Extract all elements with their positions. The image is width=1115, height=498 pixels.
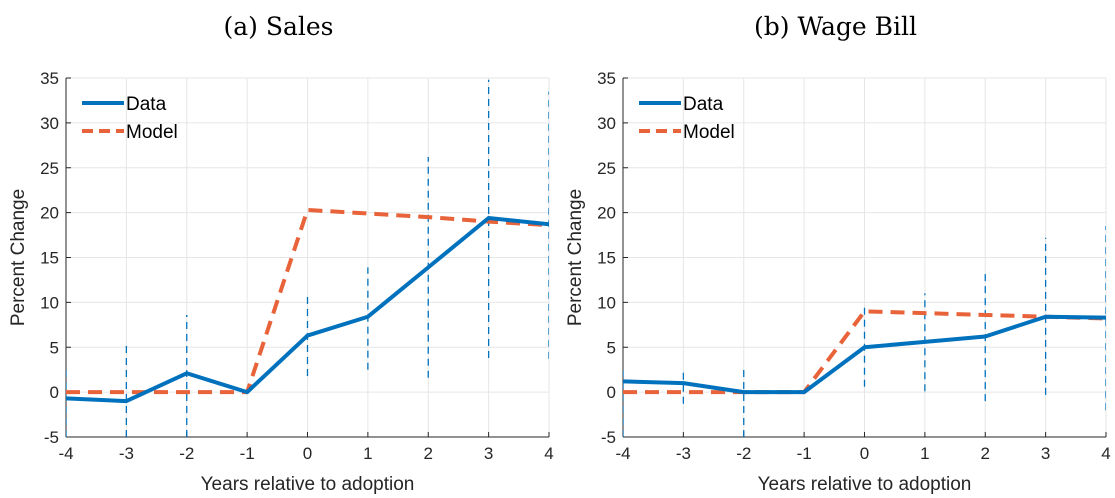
y-tick: 25 (597, 159, 628, 178)
x-tick-label: -3 (119, 444, 134, 463)
x-tick-label: -2 (736, 444, 751, 463)
x-tick-label: -3 (676, 444, 691, 463)
legend-label: Model (126, 122, 178, 143)
series-line-data (623, 314, 1106, 395)
chart-svg: -5 0 5 10 15 20 25 30 35 -4 -3 -2 -1 0 1 2 3 4 Years relat… (565, 69, 1111, 495)
y-tick-label: 30 (40, 114, 59, 133)
y-tick-label: 35 (40, 69, 59, 88)
legend-label: Data (126, 94, 167, 115)
x-tick-label: 3 (484, 444, 493, 463)
y-tick-label: -5 (44, 428, 59, 447)
y-tick: 25 (40, 159, 71, 178)
x-tick-label: 4 (544, 444, 553, 463)
x-tick-label: 3 (1041, 444, 1050, 463)
x-tick: 4 (544, 432, 554, 463)
x-tick-label: -1 (797, 444, 812, 463)
y-tick-label: -5 (601, 428, 616, 447)
y-tick-label: 5 (607, 338, 616, 357)
y-tick-label: 0 (607, 383, 616, 402)
plot-area (623, 226, 1106, 437)
x-tick-label: -4 (58, 444, 73, 463)
y-axis-label: Percent Change (8, 189, 29, 326)
chart-svg: -5 0 5 10 15 20 25 30 35 -4 -3 -2 -1 0 1 2 3 4 Years relat… (8, 69, 554, 495)
series-line-model (66, 207, 549, 395)
y-tick: 35 (40, 69, 71, 88)
y-tick: 10 (40, 293, 71, 312)
y-axis-label: Percent Change (565, 189, 586, 326)
x-tick: -1 (240, 432, 255, 463)
x-tick-label: -1 (240, 444, 255, 463)
legend-label: Data (683, 94, 724, 115)
x-tick: 4 (1101, 432, 1111, 463)
x-tick-label: 2 (981, 444, 990, 463)
x-tick: 3 (1041, 432, 1050, 463)
x-tick: 1 (363, 432, 373, 463)
x-tick: 3 (484, 432, 493, 463)
y-tick: 20 (40, 204, 71, 223)
chart-title: (a) Sales (223, 12, 334, 41)
y-tick: 5 (607, 338, 628, 357)
y-tick: 35 (597, 69, 628, 88)
y-tick-label: 15 (40, 249, 59, 268)
y-tick-label: 15 (597, 249, 616, 268)
y-tick-label: 5 (50, 338, 59, 357)
legend: Data Model (82, 94, 178, 143)
y-tick-label: 10 (40, 293, 59, 312)
x-tick: 0 (860, 432, 869, 463)
x-tick: 2 (981, 432, 990, 463)
x-tick: 1 (920, 432, 930, 463)
y-tick-label: 35 (597, 69, 616, 88)
y-tick: 15 (40, 249, 71, 268)
y-tick: 30 (597, 114, 628, 133)
x-tick: 0 (303, 432, 312, 463)
x-tick: 2 (424, 432, 433, 463)
y-tick-label: 25 (40, 159, 59, 178)
x-tick-label: -4 (615, 444, 630, 463)
x-tick-label: 0 (860, 444, 869, 463)
y-tick-label: 25 (597, 159, 616, 178)
x-axis-label: Years relative to adoption (201, 474, 415, 495)
y-tick-label: 0 (50, 383, 59, 402)
x-tick: -3 (676, 432, 691, 463)
y-tick: 5 (50, 338, 71, 357)
series-line-data (66, 216, 549, 404)
y-tick-label: 20 (40, 204, 59, 223)
y-tick: 15 (597, 249, 628, 268)
chart-panel-sales: (a) Sales -5 0 5 10 15 20 25 30 35 -4 -3 -2 -1 0 1 2 3 4 Y… (0, 0, 557, 498)
plot-area (66, 79, 549, 437)
x-tick-label: 2 (424, 444, 433, 463)
y-tick: -5 (601, 428, 628, 447)
chart-title: (b) Wage Bill (754, 12, 917, 41)
y-tick-label: 20 (597, 204, 616, 223)
y-tick-label: 10 (597, 293, 616, 312)
legend-label: Model (683, 122, 735, 143)
legend: Data Model (639, 94, 735, 143)
x-tick: -1 (797, 432, 812, 463)
chart-panel-wage-bill: (b) Wage Bill -5 0 5 10 15 20 25 30 35 -4 -3 -2 -1 0 1… (557, 0, 1114, 498)
x-tick-label: 4 (1101, 444, 1110, 463)
x-tick-label: -2 (179, 444, 194, 463)
y-tick: 30 (40, 114, 71, 133)
y-tick: -5 (44, 428, 71, 447)
x-tick-label: 0 (303, 444, 312, 463)
x-tick-label: 1 (920, 444, 929, 463)
x-axis-label: Years relative to adoption (758, 474, 972, 495)
x-tick-label: 1 (363, 444, 372, 463)
y-tick: 20 (597, 204, 628, 223)
series-line-model (623, 309, 1106, 395)
y-tick-label: 30 (597, 114, 616, 133)
y-tick: 10 (597, 293, 628, 312)
